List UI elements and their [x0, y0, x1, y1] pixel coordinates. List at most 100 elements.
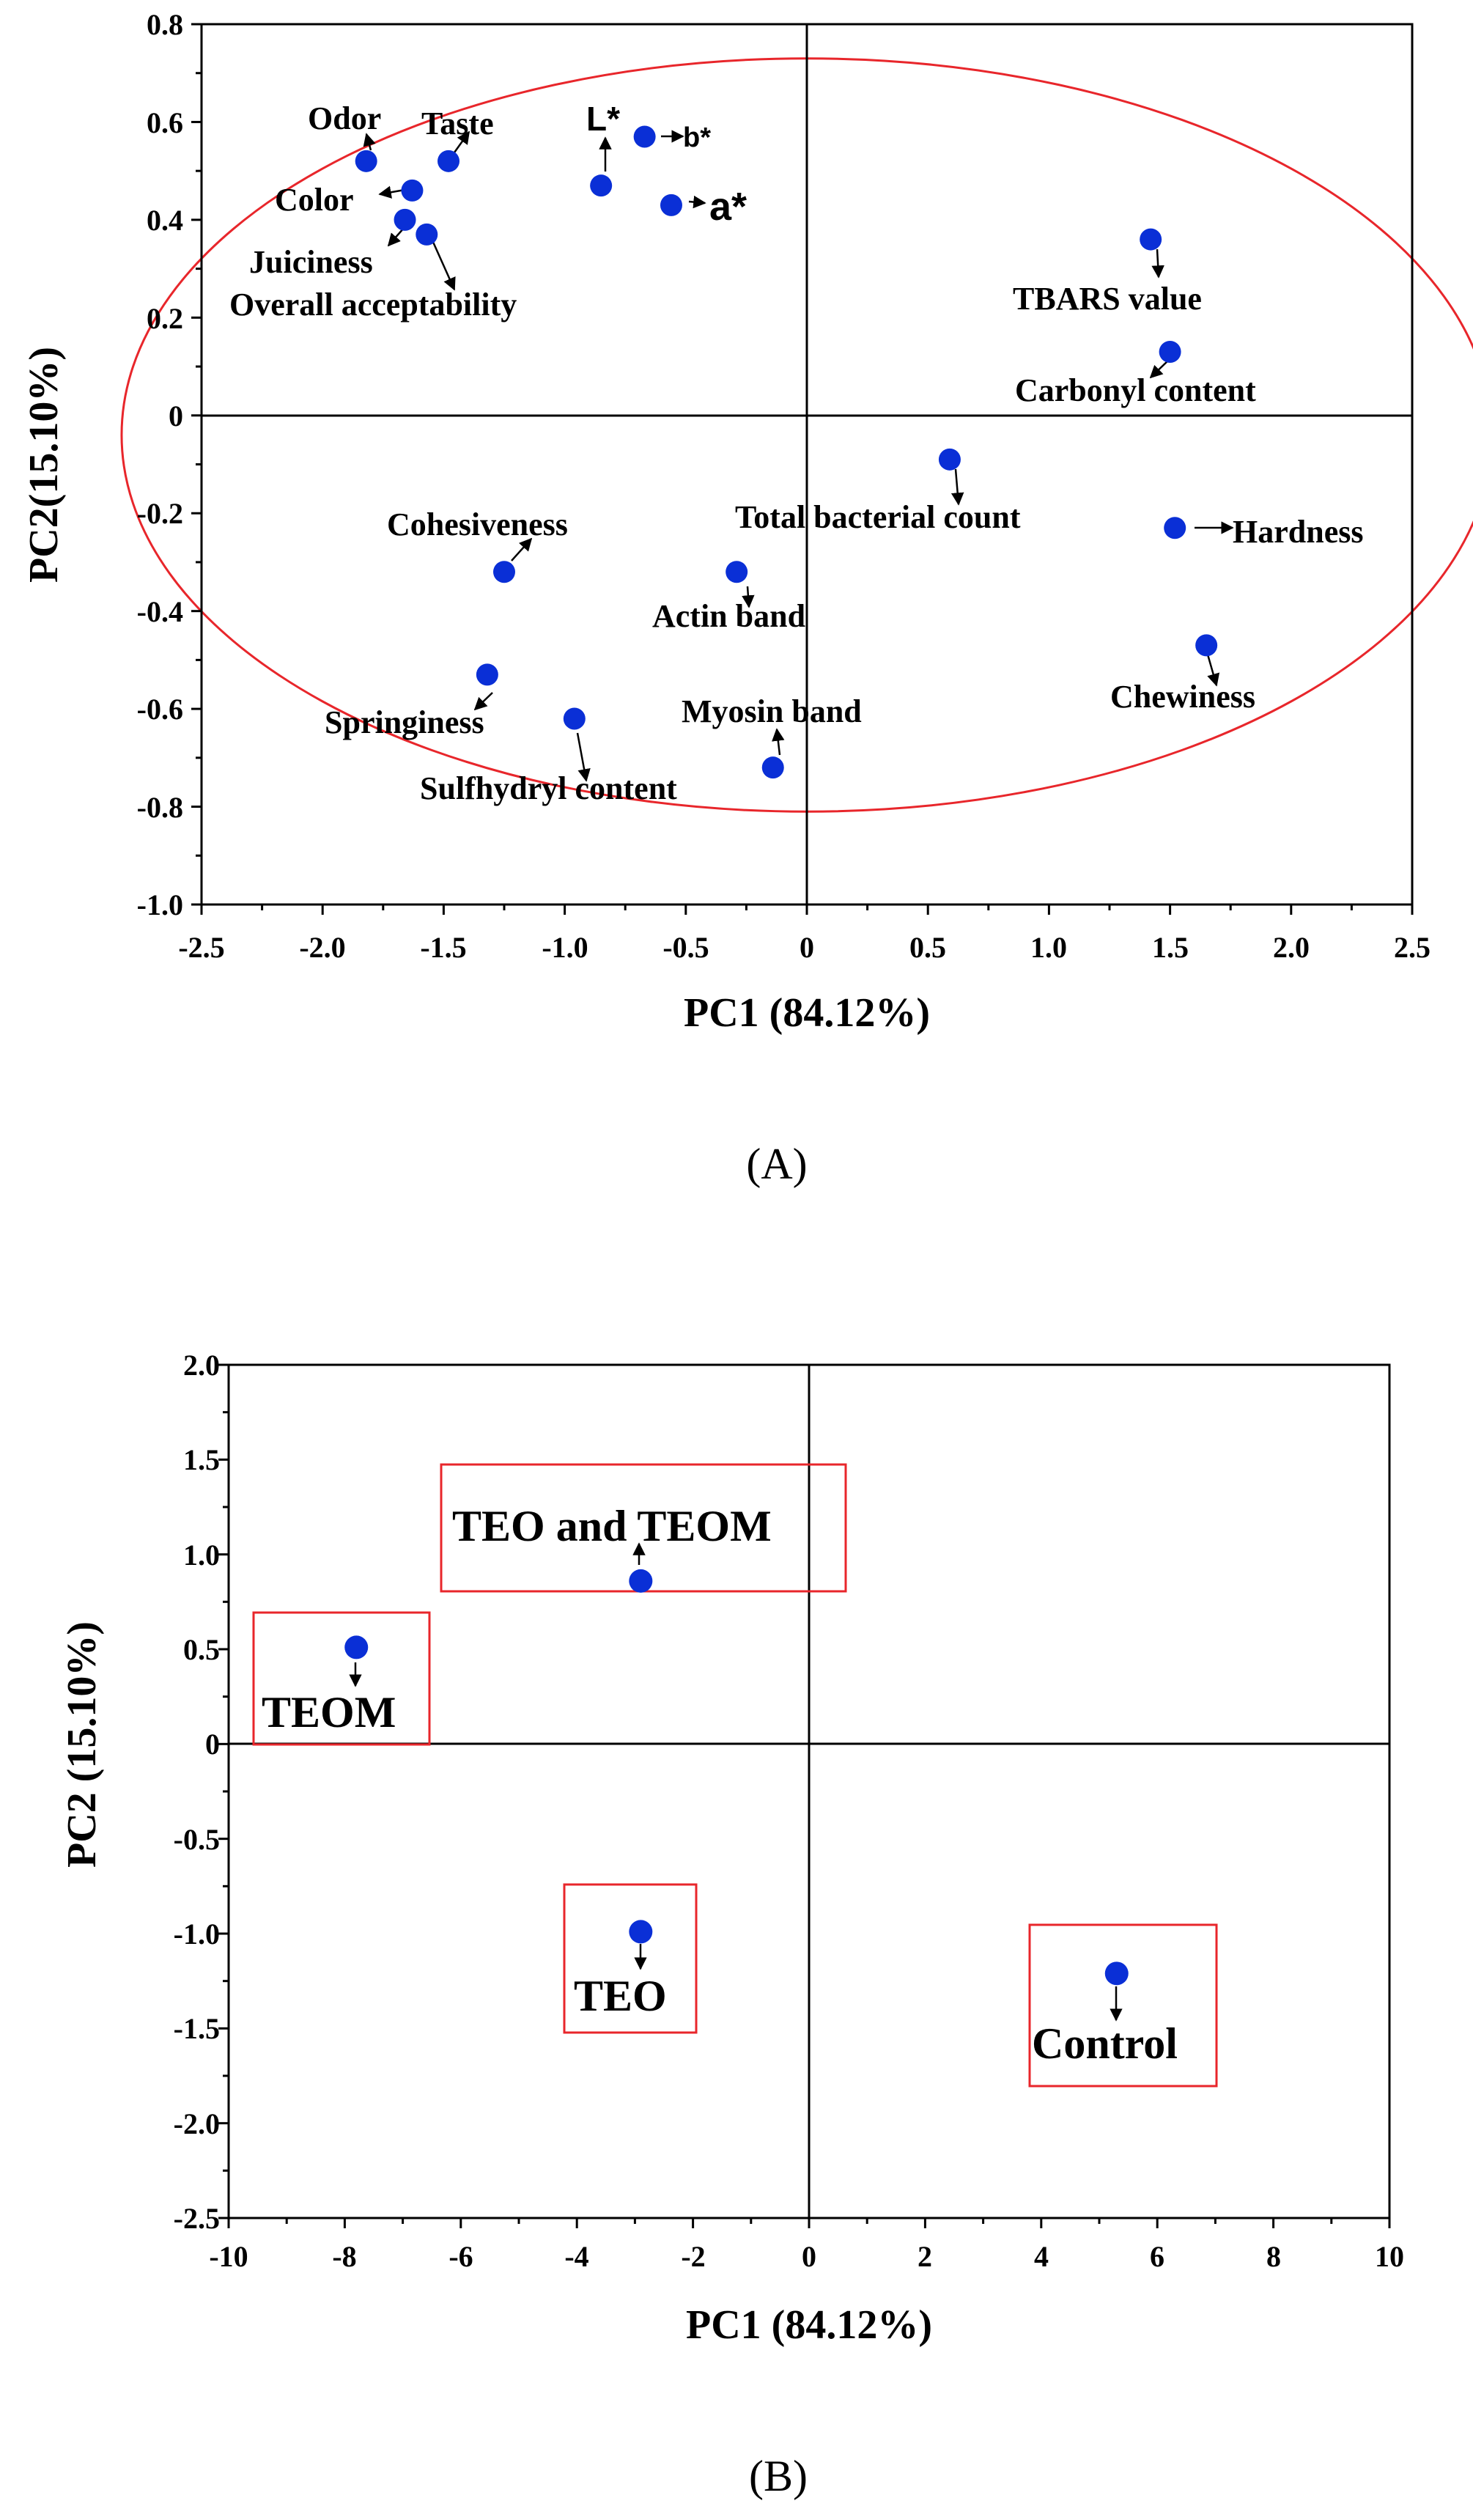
y-tick-label: 0.8: [147, 8, 183, 41]
data-point-teo: [629, 1920, 653, 1944]
group-label: Control: [1032, 2019, 1178, 2068]
arrow-bacterial: [950, 468, 964, 506]
x-tick-labels: -2.5 -2.0 -1.5 -1.0 -0.5 0 0.5 1.0 1.5 2…: [178, 931, 1430, 964]
y-tick-label: 2.0: [183, 1349, 220, 1382]
y-tick-label: 0: [205, 1728, 220, 1761]
group-box-control: [1028, 1923, 1218, 2088]
point-label: Carbonyl content: [1015, 372, 1256, 408]
panel-a-chart: -2.5 -2.0 -1.5 -1.0 -0.5 0 0.5 1.0 1.5 2…: [21, 8, 1473, 1188]
point-label: Myosin band: [682, 693, 862, 729]
y-tick-labels: -1.0 -0.8 -0.6 -0.4 -0.2 0 0.2 0.4 0.6 0…: [137, 8, 183, 921]
y-tick-label: 0.2: [147, 302, 183, 335]
x-tick-label: -2.5: [178, 931, 224, 964]
y-tick-label: -1.5: [174, 2012, 220, 2045]
point-label: Total bacterial count: [735, 499, 1021, 535]
y-tick-label: -0.6: [137, 693, 183, 726]
panel-label-a: (A): [746, 1140, 807, 1188]
y-tick-label: -2.0: [174, 2107, 220, 2140]
x-tick-label: 0.5: [909, 931, 946, 964]
group-boxes: [252, 1463, 1218, 2088]
y-tick-label: 1.0: [183, 1539, 220, 1572]
point-label: b*: [683, 122, 711, 153]
x-tick-label: -6: [448, 2240, 473, 2273]
x-tick-label: 0: [802, 2240, 816, 2273]
y-tick-label: -0.2: [137, 497, 183, 530]
data-point-total-bacterial-count: [938, 448, 961, 471]
y-tick-label: 0.5: [183, 1633, 220, 1666]
point-label: Springiness: [325, 704, 484, 740]
data-point-hardness: [1164, 517, 1186, 539]
point-label: a*: [709, 185, 747, 229]
y-tick-label: -1.0: [137, 888, 183, 921]
arrow-actin: [742, 586, 755, 608]
data-point-l: [590, 174, 613, 197]
data-point-springiness: [476, 663, 498, 686]
x-tick-label: 1.0: [1030, 931, 1067, 964]
data-point-a: [660, 194, 682, 216]
point-label: TBARS value: [1013, 281, 1202, 317]
group-label: TEOM: [262, 1688, 396, 1736]
arrow-taste: [453, 130, 470, 153]
data-point-overall-acceptability: [416, 223, 438, 246]
point-label: L*: [586, 100, 620, 138]
x-axis-ticks: [227, 2218, 1391, 2228]
panel-b-chart: -10 -8 -6 -4 -2 0 2 4 6 8 10 -2.5 -2.0 -…: [59, 1349, 1404, 2500]
data-point-juiciness: [394, 208, 416, 231]
x-tick-label: 0: [800, 931, 814, 964]
point-label: Chewiness: [1110, 679, 1255, 715]
data-point-teom: [344, 1635, 369, 1659]
arrow-cohesiveness: [511, 537, 533, 561]
x-tick-label: -1.5: [420, 931, 466, 964]
data-point-carbonyl-content: [1159, 341, 1181, 364]
x-axis-title: PC1 (84.12%): [684, 990, 930, 1036]
data-point-sulfhydryl-content: [563, 707, 586, 730]
data-point-taste: [438, 150, 460, 172]
point-label: Sulfhydryl content: [420, 770, 677, 806]
x-tick-label: 8: [1266, 2240, 1281, 2273]
y-tick-label: 0.6: [147, 106, 183, 139]
point-label: Odor: [308, 100, 381, 136]
y-tick-label: 0: [169, 399, 183, 432]
group-box-teo: [563, 1883, 698, 2034]
arrow-chewiness: [1206, 654, 1220, 687]
data-point-tbars-value: [1140, 228, 1162, 251]
y-tick-label: 0.4: [147, 204, 183, 237]
y-axis-title: PC2(15.10%): [21, 347, 67, 583]
group-label: TEO: [574, 1972, 667, 2020]
x-tick-label: 2.0: [1273, 931, 1310, 964]
arrow-overall: [431, 240, 456, 291]
x-tick-label: -0.5: [662, 931, 709, 964]
x-axis-title: PC1 (84.12%): [686, 2302, 932, 2348]
data-point-chewiness: [1195, 634, 1218, 657]
x-tick-label: -4: [564, 2240, 588, 2273]
y-tick-label: -0.8: [137, 791, 183, 824]
x-tick-label: 6: [1150, 2240, 1164, 2273]
arrow-a: [688, 195, 706, 209]
point-label: Juiciness: [249, 244, 373, 280]
y-tick-label: 1.5: [183, 1443, 220, 1476]
x-tick-label: 2: [918, 2240, 932, 2273]
panel-a-point-labels: Odor Taste Color Juiciness Overall accep…: [229, 100, 1363, 806]
x-tick-label: -2.0: [299, 931, 345, 964]
x-tick-label: 4: [1034, 2240, 1049, 2273]
point-label: Taste: [421, 106, 494, 141]
x-tick-label: 10: [1375, 2240, 1404, 2273]
panel-label-b: (B): [749, 2452, 808, 2500]
x-tick-label: -2: [681, 2240, 705, 2273]
data-point-b: [633, 125, 656, 148]
group-box-teom: [252, 1611, 431, 1746]
point-label: Actin band: [652, 598, 805, 634]
x-axis-ticks: [200, 905, 1414, 915]
arrow-odor: [363, 133, 376, 151]
x-tick-label: -1.0: [542, 931, 588, 964]
panel-b-points: [344, 1569, 1129, 1986]
x-tick-label: -10: [209, 2240, 248, 2273]
panel-b-point-labels: TEO and TEOM TEOM TEO Control: [262, 1502, 1178, 2068]
y-tick-label: -0.4: [137, 595, 183, 628]
y-tick-label: -1.0: [174, 1917, 220, 1950]
y-tick-labels: -2.5 -2.0 -1.5 -1.0 -0.5 0 0.5 1.0 1.5 2…: [174, 1349, 220, 2235]
data-point-color: [401, 179, 424, 202]
y-axis-title: PC2 (15.10%): [59, 1621, 105, 1868]
x-tick-label: 2.5: [1394, 931, 1430, 964]
x-tick-label: -8: [332, 2240, 356, 2273]
